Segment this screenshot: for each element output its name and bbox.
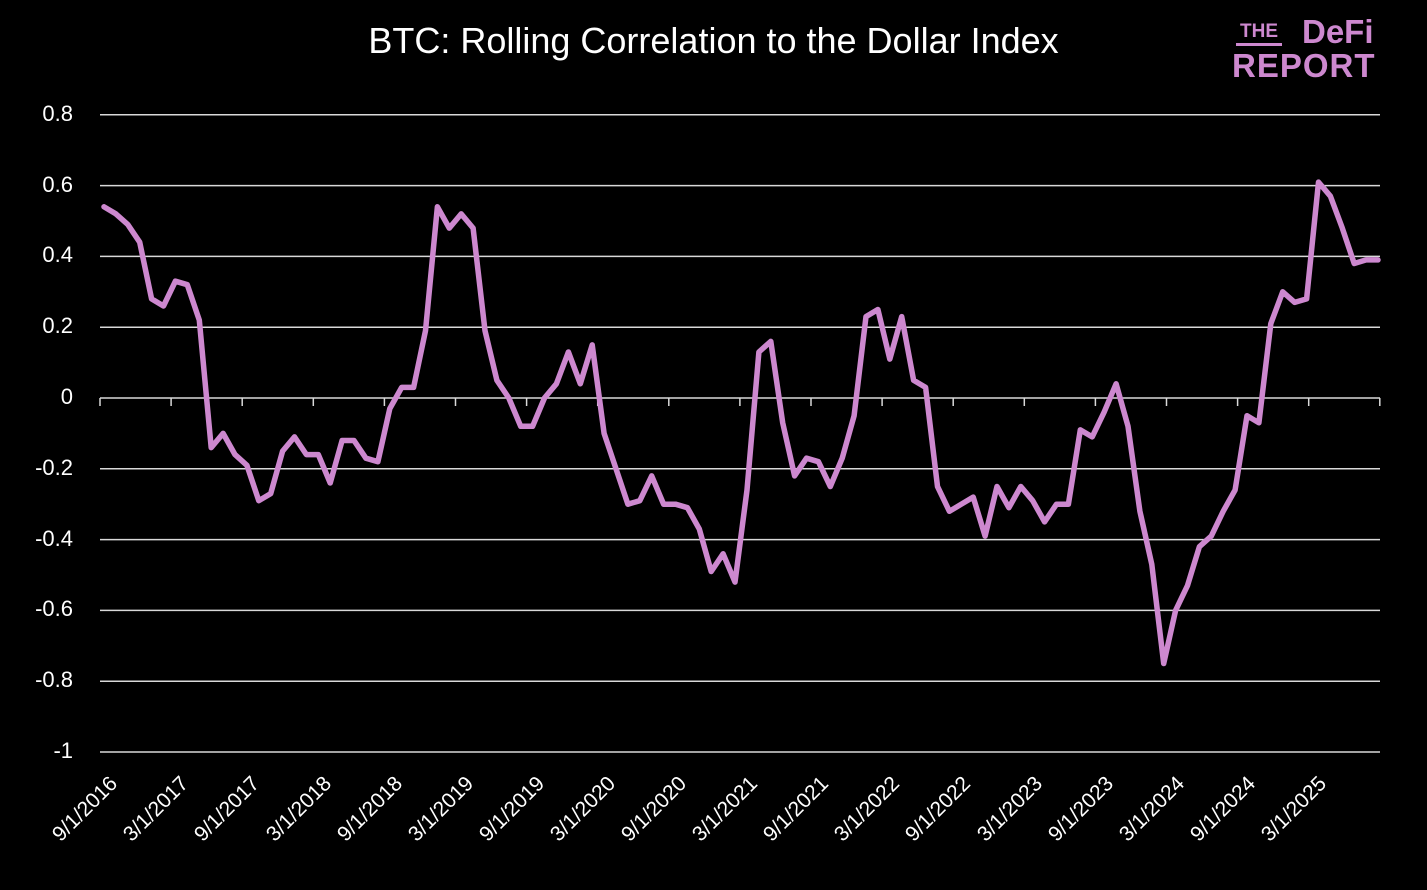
y-tick-label: -1 bbox=[53, 738, 73, 763]
y-tick-label: -0.6 bbox=[35, 596, 73, 622]
correlation-line bbox=[101, 179, 1381, 667]
logo-report: REPORT bbox=[1232, 47, 1376, 84]
y-tick-label: 0 bbox=[60, 384, 73, 409]
chart-title: BTC: Rolling Correlation to the Dollar I… bbox=[368, 20, 1059, 61]
logo-the: THE bbox=[1236, 22, 1282, 46]
logo-defi: DeFi bbox=[1302, 13, 1374, 50]
y-tick-label: -0.2 bbox=[35, 454, 73, 480]
y-tick-label: -0.4 bbox=[35, 525, 73, 551]
gridlines bbox=[100, 114, 1380, 753]
y-tick-label: -0.8 bbox=[35, 667, 73, 693]
y-tick-label: 0.8 bbox=[42, 100, 73, 126]
x-axis bbox=[99, 397, 1381, 406]
defi-report-logo: THE DeFi REPORT bbox=[1232, 14, 1392, 84]
y-tick-label: 0.6 bbox=[42, 171, 73, 197]
y-tick-label: 0.4 bbox=[42, 242, 73, 268]
y-tick-label: 0.2 bbox=[42, 313, 73, 339]
